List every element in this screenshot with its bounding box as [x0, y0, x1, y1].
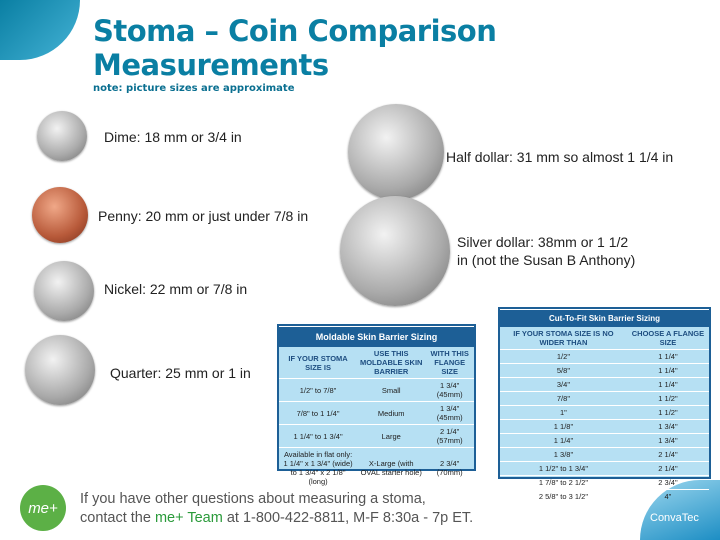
silver-dollar-label: Silver dollar: 38mm or 1 1/2 in (not the…: [457, 234, 636, 268]
table-cell: 1": [500, 405, 627, 420]
cut-to-fit-sizing-table: Cut-To-Fit Skin Barrier Sizing IF YOUR S…: [498, 307, 711, 503]
me-plus-logo: me+: [20, 485, 66, 531]
table-cell: 2 5/8" to 3 1/2": [500, 489, 627, 503]
table-cell: 7/8" to 1 1/4": [279, 401, 358, 425]
table-cell: 1 1/8": [500, 419, 627, 434]
table-cell: 1 1/4": [500, 433, 627, 448]
table-cell: 1 3/4" (45mm): [425, 401, 474, 425]
table-row: 1 1/4" 1 3/4": [500, 433, 709, 448]
contact-text: contact the: [80, 510, 155, 526]
contact-phone-hours: at 1-800-422-8811, M-F 8:30a - 7p ET.: [222, 510, 474, 526]
table-row: 7/8" 1 1/2": [500, 391, 709, 406]
table-cell: 2 3/4": [626, 475, 709, 490]
table-cell: 1 1/4": [626, 349, 709, 364]
table-row: 1 1/4" to 1 3/4" Large 2 1/4" (57mm): [279, 424, 474, 448]
table-cell: 1/2" to 7/8": [279, 378, 358, 402]
table-cell: Large: [357, 424, 426, 448]
table-cell: 1 1/2": [626, 405, 709, 420]
quarter-image: [25, 335, 95, 405]
table-row: 1 7/8" to 2 1/2" 2 3/4": [500, 475, 709, 490]
table-row: 1 1/8" 1 3/4": [500, 419, 709, 434]
table-row: 5/8" 1 1/4": [500, 363, 709, 378]
column-header: CHOOSE A FLANGE SIZE: [631, 329, 705, 347]
half-dollar-image: [348, 104, 444, 200]
table-row: 2 5/8" to 3 1/2" 4": [500, 489, 709, 503]
column-header: IF YOUR STOMA SIZE IS NO WIDER THAN: [513, 329, 614, 347]
table-cell: 1 3/8": [500, 447, 627, 462]
table-cell: 1/2": [500, 349, 627, 364]
table-cell: 4": [626, 489, 709, 503]
table-cell: 1 1/2" to 1 3/4": [500, 461, 627, 476]
table-cell: 2 1/4" (57mm): [425, 424, 474, 448]
table-cell: 2 3/4" (70mm): [425, 447, 474, 488]
table-row: 1 3/8" 2 1/4": [500, 447, 709, 462]
table-cell: 1 3/4" (45mm): [425, 378, 474, 402]
table-cell: 1 3/4": [626, 433, 709, 448]
table-cell: 2 1/4": [626, 447, 709, 462]
table-row: 1/2" 1 1/4": [500, 349, 709, 364]
table-row: 1 1/2" to 1 3/4" 2 1/4": [500, 461, 709, 476]
table-cell: X-Large (with OVAL starter hole): [357, 447, 426, 488]
table-row: Available in flat only: 1 1/4" x 1 3/4" …: [279, 447, 474, 488]
convatec-logo: ConvaTec: [650, 512, 699, 524]
table-row: 3/4" 1 1/4": [500, 377, 709, 392]
table-cell: 2 1/4": [626, 461, 709, 476]
dime-image: [37, 111, 87, 161]
table-cell: 1 7/8" to 2 1/2": [500, 475, 627, 490]
table-cell: 1 1/4": [626, 363, 709, 378]
penny-label: Penny: 20 mm or just under 7/8 in: [98, 208, 309, 224]
table-cell: Small: [357, 378, 426, 402]
quarter-label: Quarter: 25 mm or 1 in: [110, 365, 251, 381]
table-cell: 1 1/2": [626, 391, 709, 406]
table-cell: Available in flat only: 1 1/4" x 1 3/4" …: [279, 447, 358, 488]
table-row: 1" 1 1/2": [500, 405, 709, 420]
table-cell: 1 1/4" to 1 3/4": [279, 424, 358, 448]
silver-dollar-image: [340, 196, 450, 306]
me-plus-team-link: me+ Team: [154, 510, 223, 526]
penny-image: [32, 187, 88, 243]
table-cell: 3/4": [500, 377, 627, 392]
contact-line-2: contact the me+ Team at 1-800-422-8811, …: [80, 509, 600, 528]
nickel-label: Nickel: 22 mm or 7/8 in: [104, 281, 248, 297]
contact-info: If you have other questions about measur…: [80, 490, 600, 528]
dime-label: Dime: 18 mm or 3/4 in: [104, 129, 242, 145]
table-title: Moldable Skin Barrier Sizing: [279, 326, 474, 347]
table-title: Cut-To-Fit Skin Barrier Sizing: [500, 309, 709, 327]
page-title: Stoma – Coin Comparison Measurements: [93, 14, 497, 82]
half-dollar-label: Half dollar: 31 mm so almost 1 1/4 in: [446, 149, 674, 165]
decorative-swoosh: [0, 0, 80, 60]
column-header: WITH THIS FLANGE SIZE: [430, 349, 469, 376]
nickel-image: [34, 261, 94, 321]
column-header: USE THIS MOLDABLE SKIN BARRIER: [359, 349, 423, 376]
contact-line-1: If you have other questions about measur…: [80, 491, 426, 507]
table-cell: 5/8": [500, 363, 627, 378]
table-cell: 1 3/4": [626, 419, 709, 434]
table-cell: 7/8": [500, 391, 627, 406]
table-cell: 1 1/4": [626, 377, 709, 392]
table-cell: Medium: [357, 401, 426, 425]
note: note: picture sizes are approximate: [93, 83, 295, 94]
table-row: 7/8" to 1 1/4" Medium 1 3/4" (45mm): [279, 401, 474, 425]
table-row: 1/2" to 7/8" Small 1 3/4" (45mm): [279, 378, 474, 402]
column-header: IF YOUR STOMA SIZE IS: [288, 353, 348, 372]
moldable-sizing-table: Moldable Skin Barrier Sizing IF YOUR STO…: [277, 324, 476, 488]
